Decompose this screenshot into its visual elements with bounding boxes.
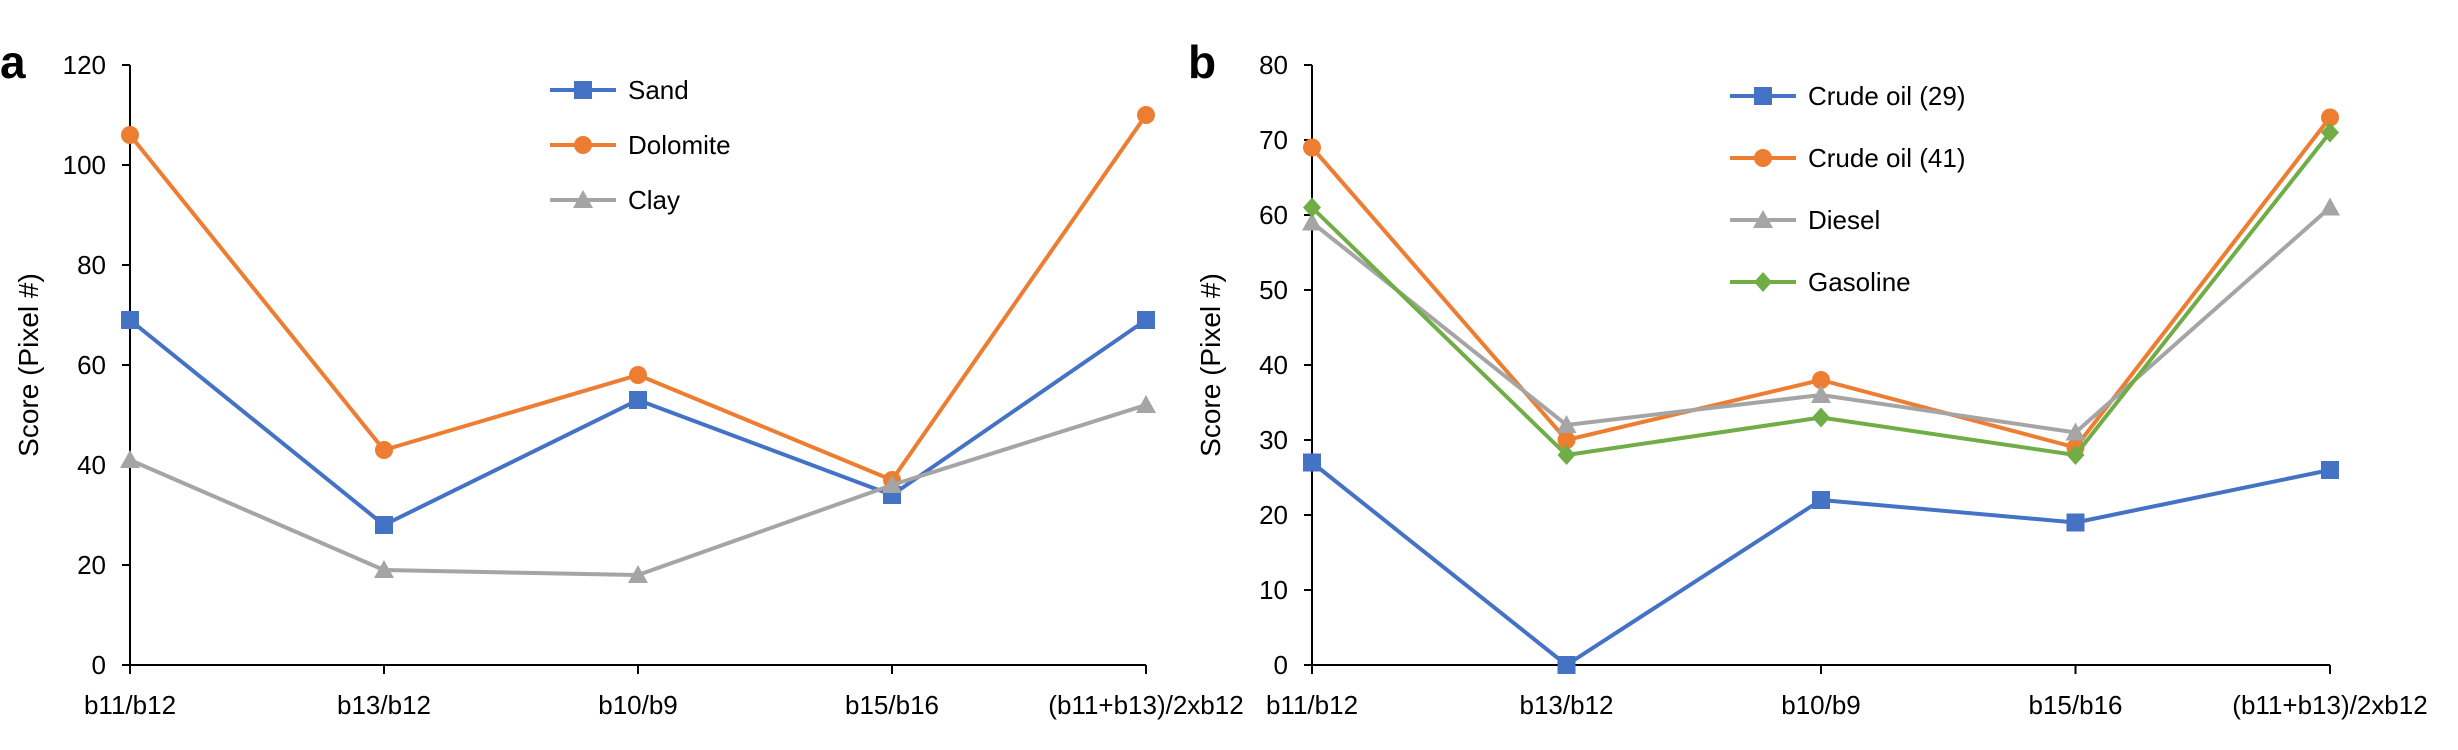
y-tick-label: 20 (1259, 500, 1288, 530)
panel-letter: b (1188, 36, 1216, 88)
y-tick-label: 40 (1259, 350, 1288, 380)
y-tick-label: 60 (77, 350, 106, 380)
legend-marker-crude-oil-29 (1754, 87, 1772, 105)
data-point-dolomite (375, 441, 393, 459)
y-tick-label: 100 (63, 150, 106, 180)
legend-marker-crude-oil-41 (1754, 149, 1772, 167)
data-point-clay (1136, 395, 1156, 413)
data-point-diesel (1811, 385, 1831, 403)
data-point-crude-oil-29 (1557, 656, 1576, 674)
data-point-crude-oil-41 (1303, 138, 1321, 157)
legend-marker-clay (573, 190, 593, 208)
legend-label: Dolomite (628, 130, 731, 160)
y-axis-title: Score (Pixel #) (13, 273, 44, 457)
legend-marker-gasoline (1754, 272, 1772, 292)
data-point-clay (120, 450, 140, 468)
legend-marker-sand (574, 81, 592, 99)
y-tick-label: 10 (1259, 575, 1288, 605)
legend-label: Gasoline (1808, 267, 1911, 297)
data-point-gasoline (2321, 122, 2339, 143)
x-tick-label: b13/b12 (337, 690, 431, 720)
data-point-crude-oil-41 (1557, 431, 1576, 449)
y-tick-label: 70 (1259, 125, 1288, 155)
x-tick-label: b13/b12 (1520, 690, 1614, 720)
x-tick-label: (b11+b13)/2xb12 (2232, 690, 2427, 720)
data-point-crude-oil-29 (2066, 513, 2085, 532)
x-tick-label: b10/b9 (1781, 690, 1861, 720)
legend-label: Clay (628, 185, 680, 215)
y-tick-label: 120 (63, 50, 106, 80)
legend-label: Diesel (1808, 205, 1880, 235)
data-point-gasoline (2066, 445, 2085, 465)
data-point-sand (121, 311, 139, 329)
y-tick-label: 0 (92, 650, 106, 680)
data-point-diesel (2320, 197, 2340, 216)
data-point-diesel (1556, 415, 1577, 433)
legend-label: Sand (628, 75, 689, 105)
data-point-clay (374, 560, 394, 578)
data-point-crude-oil-29 (1303, 453, 1321, 472)
series-line-sand (128, 318, 1148, 527)
y-tick-label: 80 (1259, 50, 1288, 80)
y-tick-label: 40 (77, 450, 106, 480)
data-point-sand (375, 516, 393, 534)
data-point-clay (628, 565, 648, 583)
legend-label: Crude oil (41) (1808, 143, 1966, 173)
data-point-crude-oil-41 (2321, 108, 2339, 127)
data-point-diesel (1302, 212, 1322, 231)
x-tick-label: b15/b16 (2029, 690, 2123, 720)
x-tick-label: b10/b9 (598, 690, 678, 720)
y-tick-label: 80 (77, 250, 106, 280)
legend-marker-diesel (1753, 210, 1773, 228)
data-point-dolomite (1137, 106, 1155, 124)
x-tick-label: b11/b12 (1266, 690, 1358, 720)
data-point-gasoline (1812, 407, 1830, 428)
y-tick-label: 50 (1259, 275, 1288, 305)
panel-letter: a (0, 36, 26, 88)
legend-label: Crude oil (29) (1808, 81, 1966, 111)
x-tick-label: b15/b16 (845, 690, 939, 720)
data-point-sand (629, 391, 647, 409)
panel-a: a Score (Pixel #) 0 20 40 60 80 100 120 b11/b12 b1… (0, 36, 1244, 720)
series-line-clay (129, 403, 1147, 577)
x-tick-label: b11/b12 (84, 690, 176, 720)
data-point-diesel (2065, 422, 2086, 441)
y-axis-title: Score (Pixel #) (1195, 273, 1226, 457)
y-tick-label: 20 (77, 550, 106, 580)
y-tick-label: 0 (1274, 650, 1288, 680)
data-point-gasoline (1303, 197, 1321, 218)
data-point-crude-oil-29 (1812, 491, 1830, 509)
data-point-sand (1137, 311, 1155, 329)
panel-b: b Score (Pixel #) 0 10 20 30 40 50 60 70 80 b11/b12… (1188, 36, 2428, 720)
legend-marker-dolomite (574, 136, 592, 154)
data-point-dolomite (121, 126, 139, 144)
x-tick-label: (b11+b13)/2xb12 (1048, 690, 1243, 720)
data-point-dolomite (629, 366, 647, 384)
data-point-crude-oil-29 (2321, 461, 2339, 479)
y-tick-label: 60 (1259, 200, 1288, 230)
y-tick-label: 30 (1259, 425, 1288, 455)
data-point-clay (882, 475, 902, 493)
data-point-crude-oil-41 (1812, 371, 1830, 389)
data-point-gasoline (1557, 445, 1576, 465)
